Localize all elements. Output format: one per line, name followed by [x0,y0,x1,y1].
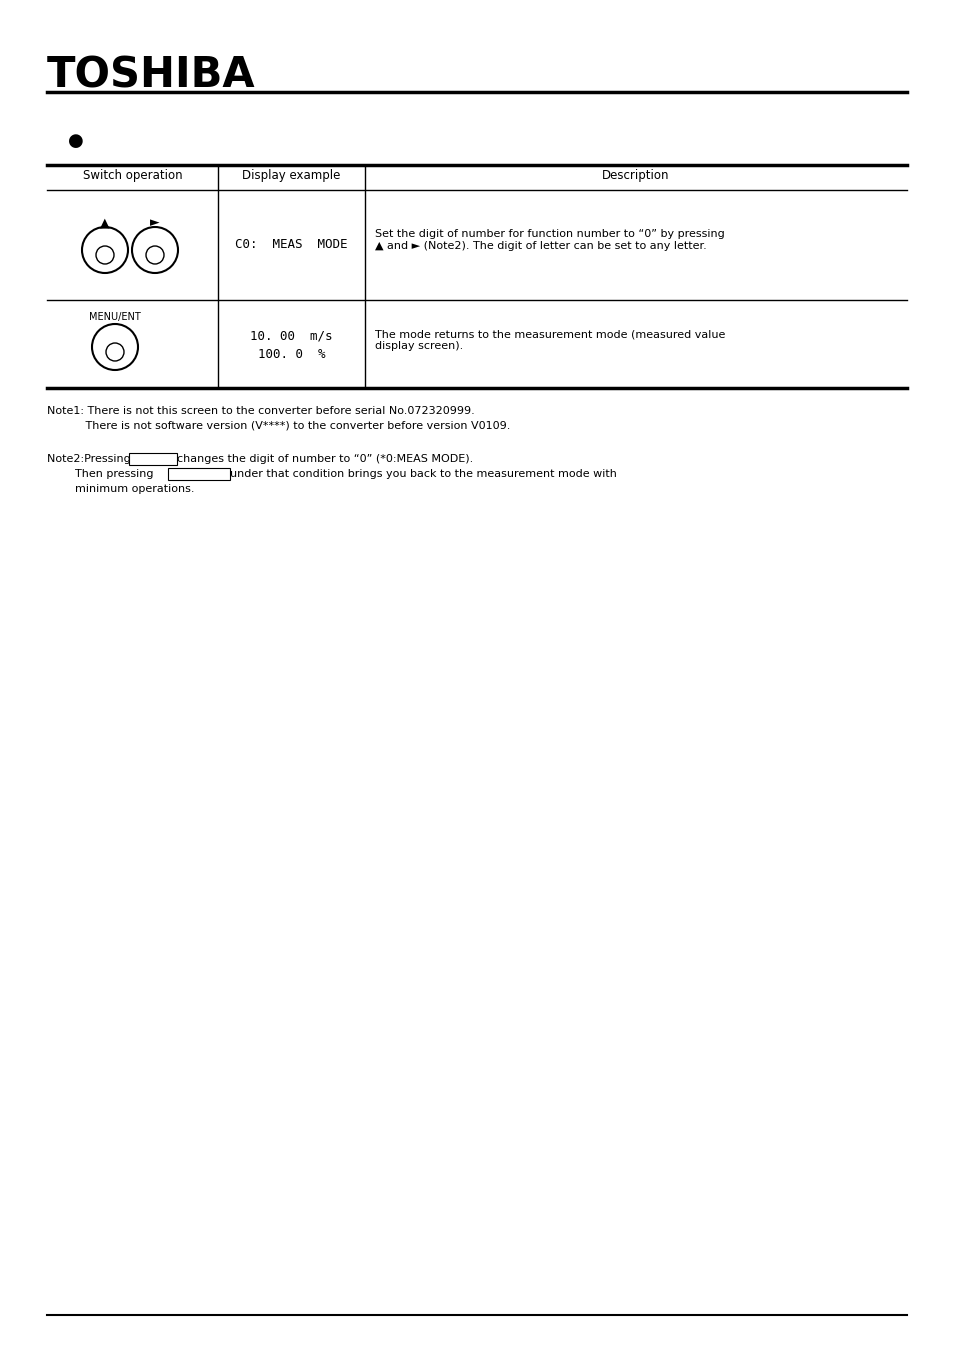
Text: under that condition brings you back to the measurement mode with: under that condition brings you back to … [230,468,617,479]
Bar [130,454,177,464]
Text: Then pressing: Then pressing [47,468,157,479]
Text: 100. 0  %: 100. 0 % [257,347,325,360]
Text: minimum operations.: minimum operations. [47,485,194,494]
Text: C0:  MEAS  MODE: C0: MEAS MODE [235,239,348,251]
Text: changes the digit of number to “0” (*0:MEAS MODE).: changes the digit of number to “0” (*0:M… [177,454,474,464]
Text: Display example: Display example [242,169,340,182]
Bar [168,468,230,481]
Text: The mode returns to the measurement mode (measured value
display screen).: The mode returns to the measurement mode… [375,329,724,351]
Text: ▲: ▲ [100,216,110,230]
Text: TOSHIBA: TOSHIBA [47,55,255,97]
Text: Switch operation: Switch operation [83,169,182,182]
Text: Description: Description [601,169,669,182]
Text: Note1: There is not this screen to the converter before serial No.072320999.: Note1: There is not this screen to the c… [47,406,475,416]
Text: 10. 00  m/s: 10. 00 m/s [250,329,333,343]
Text: ▲ and ► (Note2). The digit of letter can be set to any letter.: ▲ and ► (Note2). The digit of letter can… [375,242,706,251]
Text: Set the digit of number for function number to “0” by pressing: Set the digit of number for function num… [375,230,724,239]
Text: Note2:Pressing: Note2:Pressing [47,454,134,464]
Text: MENU/ENT: MENU/ENT [89,312,141,323]
Text: ●: ● [68,132,84,150]
Text: ►: ► [150,216,160,230]
Text: There is not software version (V****) to the converter before version V0109.: There is not software version (V****) to… [47,421,510,431]
